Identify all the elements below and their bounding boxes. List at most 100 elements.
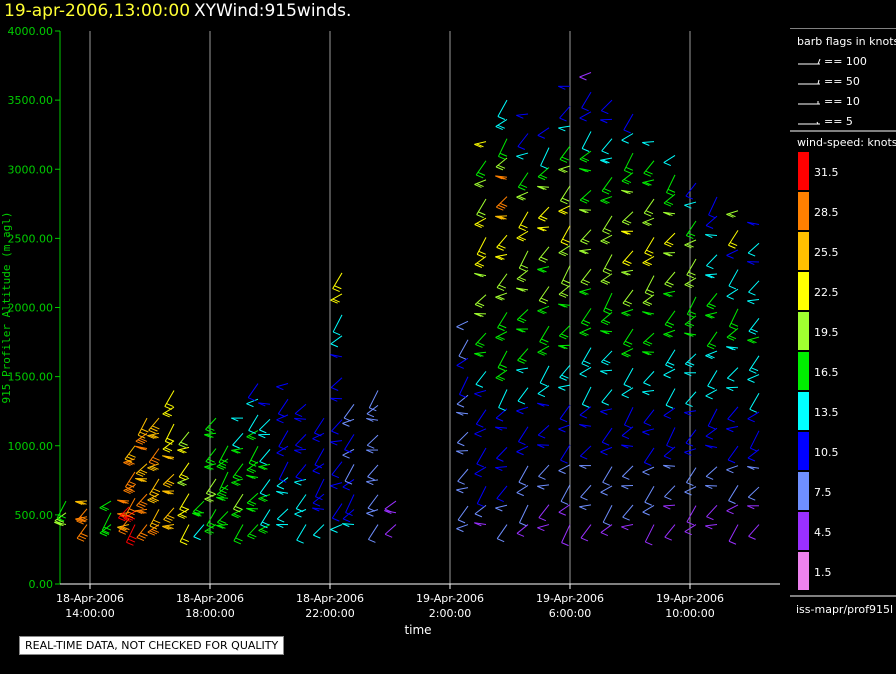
wind-barb (204, 463, 217, 471)
barb-flag (686, 482, 694, 487)
wind-barb (516, 191, 529, 201)
barb-staff (367, 494, 379, 509)
barb-staff (474, 505, 487, 515)
wind-barb (622, 504, 634, 521)
wind-barb (726, 288, 739, 300)
barb-staff (219, 471, 229, 491)
barb-staff (474, 428, 487, 435)
barb-staff (663, 329, 676, 335)
barb-flag (558, 252, 566, 257)
barb-staff (216, 496, 229, 499)
wind-barb (458, 376, 469, 398)
barb-flag (537, 176, 546, 181)
barb-staff (294, 509, 307, 515)
barb-flag (559, 117, 567, 122)
barb-flag (279, 478, 287, 483)
barb-staff (600, 369, 613, 372)
wind-barb (495, 466, 508, 472)
barb-flag (497, 164, 506, 169)
barb-flag (248, 508, 256, 512)
barb-flag (136, 537, 145, 542)
barb-flag (260, 524, 268, 529)
wind-barb (642, 294, 655, 307)
barb-flag (123, 490, 131, 495)
barb-staff (706, 331, 718, 347)
barb-staff (705, 389, 718, 397)
barb-flag (579, 291, 587, 296)
speed-swatch-1 (798, 192, 809, 230)
barb-flag (276, 452, 284, 457)
wind-barb (258, 524, 271, 534)
speed-label-7: 10.5 (814, 446, 839, 459)
wind-barb (276, 477, 289, 490)
barb-flag (621, 394, 629, 399)
wind-barb (474, 428, 487, 438)
wind-barb (537, 524, 550, 532)
barb-staff (537, 424, 550, 436)
barb-staff (558, 205, 571, 212)
wind-barb (559, 105, 571, 122)
barb-flag (600, 532, 609, 537)
barb-staff (579, 504, 592, 508)
barb-staff (516, 152, 529, 157)
barb-staff (537, 484, 550, 487)
barb-flag (498, 244, 506, 249)
barb-flag (602, 319, 611, 324)
barb-flag (147, 499, 155, 504)
barb-flag (621, 526, 629, 531)
barb-flag (474, 393, 482, 398)
barb-flag (516, 155, 524, 160)
barb-flag (147, 467, 155, 472)
barb-flag (561, 542, 569, 547)
barb-staff (601, 427, 613, 443)
barb-flag (496, 498, 504, 503)
wind-barb (580, 229, 592, 245)
barb-flag (560, 200, 568, 205)
x-tick-time-0: 14:00:00 (65, 607, 114, 620)
wind-barb (205, 478, 217, 497)
barb-flag (624, 300, 632, 305)
barb-flag (165, 440, 173, 445)
barb-flag (561, 282, 569, 287)
barb-flag (666, 192, 674, 197)
barb-flag (665, 201, 674, 206)
barb-flag (162, 448, 171, 453)
barb-staff (384, 524, 397, 535)
wind-barb (558, 285, 571, 298)
barb-flag (456, 489, 464, 494)
barb-staff (216, 458, 229, 467)
wind-barb (558, 464, 571, 475)
barb-flag (663, 211, 671, 216)
barb-sample-flag (817, 79, 820, 85)
barb-flag (663, 162, 671, 167)
barb-staff (99, 524, 112, 534)
barb-flag (497, 124, 505, 129)
barb-flag (624, 424, 632, 429)
barb-flag (621, 485, 629, 490)
barb-flag (476, 313, 484, 318)
barb-flag (258, 529, 266, 534)
barb-flag (139, 431, 147, 436)
barb-flag (705, 234, 713, 238)
barb-flag (667, 361, 675, 366)
barb-flag (602, 270, 611, 275)
barb-flag (645, 170, 653, 175)
barb-staff (497, 138, 508, 157)
barb-flag (750, 447, 758, 452)
wind-barb (193, 524, 205, 541)
barb-flag (624, 169, 632, 174)
barb-flag (621, 312, 629, 317)
wind-barb (476, 198, 487, 219)
barb-flag (686, 332, 694, 337)
barb-flag (167, 514, 175, 519)
wind-barb (498, 389, 508, 412)
barb-staff (537, 345, 550, 353)
wind-barb (579, 327, 592, 337)
barb-flag (602, 481, 610, 486)
barb-staff (496, 273, 508, 288)
wind-barb (367, 524, 379, 543)
barb-flag (583, 360, 591, 365)
barb-staff (621, 524, 634, 528)
barb-staff (561, 524, 571, 543)
wind-barb (747, 221, 760, 226)
